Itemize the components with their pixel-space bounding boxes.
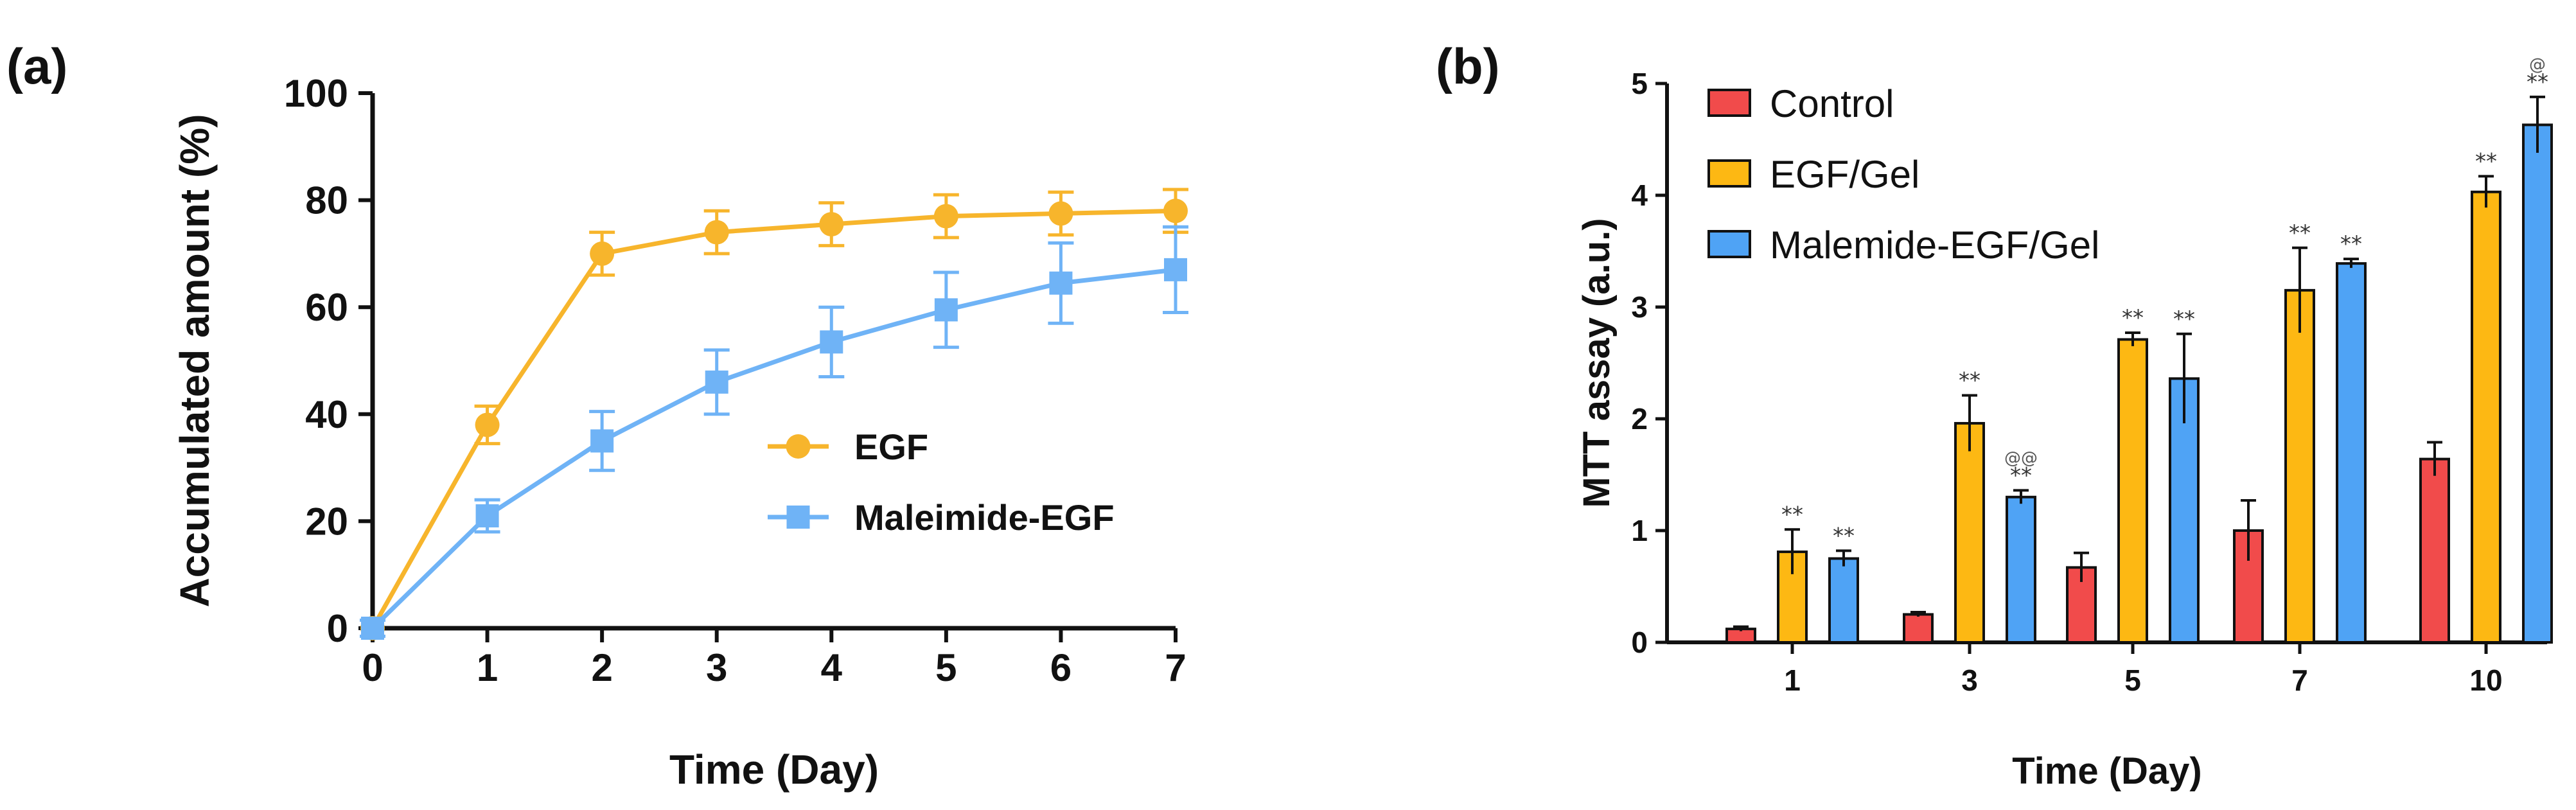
y-tick-label: 1 [1631,514,1648,547]
bar-egf-gel [2117,338,2148,644]
y-axis-title: MTT assay (a.u.) [1576,218,1618,507]
bar-egf-gel [2471,190,2501,644]
bar-control [2419,457,2450,644]
panel-b-label: (b) [1436,38,1500,94]
significance-marker: ** [1959,367,1981,393]
y-tick-label: 60 [305,286,348,329]
legend-swatch [1707,159,1751,188]
data-point [933,204,958,229]
significance-marker: ** [2475,148,2497,174]
series-line-maleimide-egf [371,267,1176,630]
legend-swatch [1707,230,1751,258]
x-tick-label: 7 [1165,646,1186,689]
bar-control [1903,613,1934,644]
bar-malemide-egf-gel [2522,123,2553,644]
y-tick-label: 20 [305,500,348,543]
legend-label: Maleimide-EGF [854,497,1115,538]
significance-marker-at: @ [2529,55,2546,75]
data-point [361,617,384,640]
x-tick-label: 3 [706,646,727,689]
data-point [475,412,500,437]
significance-marker-at: @@ [2004,448,2038,468]
chart-a: 0 1 2 3 4 5 6 7 0 20 40 60 80 100 Time (Day) Accumulate… [172,72,1188,793]
x-tick-label: 1 [1784,664,1801,697]
x-tick-label: 7 [2291,664,2308,697]
significance-marker: ** [2122,305,2144,331]
data-point [705,370,728,394]
bar-malemide-egf-gel [2006,495,2036,644]
data-point [704,220,729,245]
significance-marker: ** [2289,220,2311,246]
y-tick-label: 4 [1631,179,1648,212]
y-tick-label: 3 [1631,290,1648,324]
bar-egf-gel [1954,421,1985,644]
y-tick-label: 80 [305,179,348,222]
legend-label: EGF/Gel [1770,153,1919,196]
significance-marker: ** [2173,306,2195,332]
significance-marker: ** [2527,69,2548,95]
data-point [1164,258,1187,281]
data-point [1048,201,1073,226]
x-tick-label: 1 [477,646,498,689]
legend-marker [786,506,810,529]
x-tick-label: 4 [821,646,843,689]
x-tick-label: 10 [2469,664,2502,697]
x-tick-label: 0 [362,646,383,689]
bar-egf-gel [2284,288,2315,644]
data-point [820,330,843,354]
significance-marker: ** [1781,502,1803,527]
x-tick-label: 6 [1050,646,1072,689]
significance-marker: ** [2340,231,2362,257]
y-tick-label: 2 [1631,402,1648,436]
legend-label: EGF [854,427,928,467]
legend-label: Malemide-EGF/Gel [1770,224,2099,267]
data-point [934,298,958,322]
data-point [819,212,844,237]
x-tick-label: 5 [2124,664,2141,697]
legend-marker [786,434,811,459]
y-tick-label: 100 [284,72,348,115]
x-tick-label: 2 [591,646,612,689]
legend-swatch [1707,89,1751,117]
bar-malemide-egf-gel [1828,557,1859,644]
y-axis-title: Accumulated amount (%) [172,114,218,607]
data-point [1163,198,1188,224]
data-point [475,504,499,528]
significance-marker: ** [2010,462,2032,488]
x-axis-title: Time (Day) [2012,750,2201,792]
y-tick-label: 0 [1631,626,1648,659]
x-tick-label: 3 [1961,664,1978,697]
data-point [590,241,615,266]
y-tick-label: 40 [305,393,348,436]
panel-a-label: (a) [6,38,67,94]
y-tick-label: 0 [327,607,348,650]
significance-marker: ** [1833,523,1855,549]
x-tick-label: 5 [935,646,957,689]
series-line-egf [370,208,1176,630]
x-axis-title: Time (Day) [669,746,879,793]
data-point [590,429,614,453]
y-tick-label: 5 [1631,67,1648,100]
legend-label: Control [1770,82,1894,125]
data-point [1049,271,1073,295]
bar-malemide-egf-gel [2336,262,2367,644]
